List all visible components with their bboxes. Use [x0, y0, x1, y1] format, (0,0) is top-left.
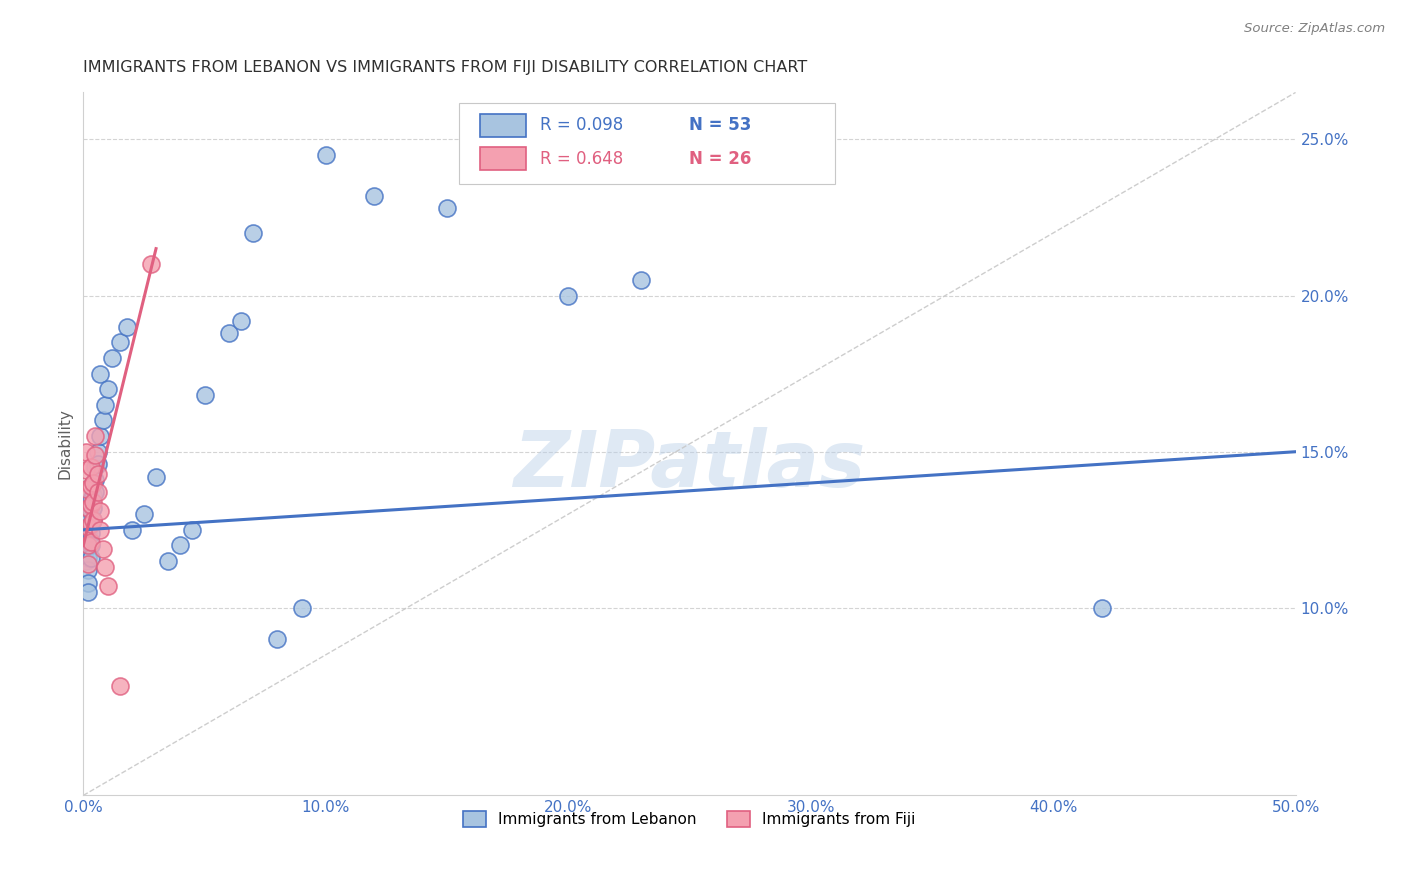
Point: [79, 535, 101, 549]
Point: [75, 554, 97, 568]
Point: [79, 504, 101, 518]
Point: [96, 579, 118, 593]
Point: [75, 482, 97, 496]
Point: [121, 523, 143, 537]
Point: [94, 560, 117, 574]
Text: R = 0.098: R = 0.098: [540, 117, 624, 135]
Point: [77, 513, 100, 527]
Point: [89, 504, 111, 518]
Point: [218, 326, 240, 340]
Point: [77, 564, 100, 578]
Point: [87, 444, 110, 458]
Point: [79, 516, 101, 531]
Point: [290, 601, 312, 615]
Point: [82, 488, 104, 502]
Point: [89, 429, 111, 443]
Text: R = 0.648: R = 0.648: [540, 150, 624, 168]
Point: [77, 551, 100, 566]
Point: [157, 554, 180, 568]
Point: [77, 585, 100, 599]
Point: [115, 319, 138, 334]
Point: [79, 460, 101, 475]
Point: [75, 463, 97, 477]
Point: [75, 444, 97, 458]
Point: [79, 491, 101, 506]
Point: [84, 485, 107, 500]
Point: [79, 479, 101, 493]
Point: [89, 367, 111, 381]
Point: [266, 632, 288, 647]
Point: [79, 551, 101, 566]
Point: [557, 288, 579, 302]
Point: [181, 523, 204, 537]
Text: IMMIGRANTS FROM LEBANON VS IMMIGRANTS FROM FIJI DISABILITY CORRELATION CHART: IMMIGRANTS FROM LEBANON VS IMMIGRANTS FR…: [83, 60, 807, 75]
Text: ZIPatlas: ZIPatlas: [513, 427, 866, 503]
Point: [108, 335, 131, 350]
Point: [77, 519, 100, 533]
Point: [436, 201, 458, 215]
Point: [89, 523, 111, 537]
Text: N = 26: N = 26: [689, 150, 752, 168]
Y-axis label: Disability: Disability: [58, 409, 72, 479]
Point: [96, 382, 118, 396]
Point: [145, 469, 167, 483]
Point: [82, 494, 104, 508]
Point: [77, 538, 100, 552]
Text: Source: ZipAtlas.com: Source: ZipAtlas.com: [1244, 22, 1385, 36]
Point: [84, 460, 107, 475]
Point: [84, 448, 107, 462]
Point: [82, 513, 104, 527]
Point: [82, 513, 104, 527]
Point: [87, 457, 110, 471]
Point: [315, 148, 337, 162]
Point: [132, 507, 155, 521]
Point: [169, 538, 191, 552]
Point: [91, 541, 114, 556]
Point: [94, 398, 117, 412]
Point: [242, 226, 264, 240]
Point: [101, 351, 124, 365]
Point: [82, 475, 104, 490]
Legend: Immigrants from Lebanon, Immigrants from Fiji: Immigrants from Lebanon, Immigrants from…: [457, 805, 922, 833]
Point: [79, 498, 101, 512]
Point: [363, 188, 385, 202]
Text: N = 53: N = 53: [689, 117, 752, 135]
Point: [77, 576, 100, 591]
Point: [84, 429, 107, 443]
Point: [193, 388, 215, 402]
Point: [77, 525, 100, 540]
Point: [82, 500, 104, 515]
Point: [75, 541, 97, 556]
Point: [1091, 601, 1114, 615]
Point: [82, 475, 104, 490]
Point: [79, 525, 101, 540]
Point: [79, 538, 101, 552]
Point: [141, 257, 163, 271]
Bar: [479, 114, 526, 136]
Point: [630, 273, 652, 287]
Point: [75, 529, 97, 543]
Point: [108, 679, 131, 693]
Point: [87, 467, 110, 481]
FancyBboxPatch shape: [460, 103, 835, 184]
Point: [77, 558, 100, 572]
Point: [91, 413, 114, 427]
Point: [84, 473, 107, 487]
Point: [229, 313, 252, 327]
Point: [75, 507, 97, 521]
Bar: [479, 147, 526, 169]
Point: [77, 538, 100, 552]
Point: [75, 516, 97, 531]
Point: [77, 500, 100, 515]
Point: [87, 485, 110, 500]
Point: [79, 516, 101, 531]
